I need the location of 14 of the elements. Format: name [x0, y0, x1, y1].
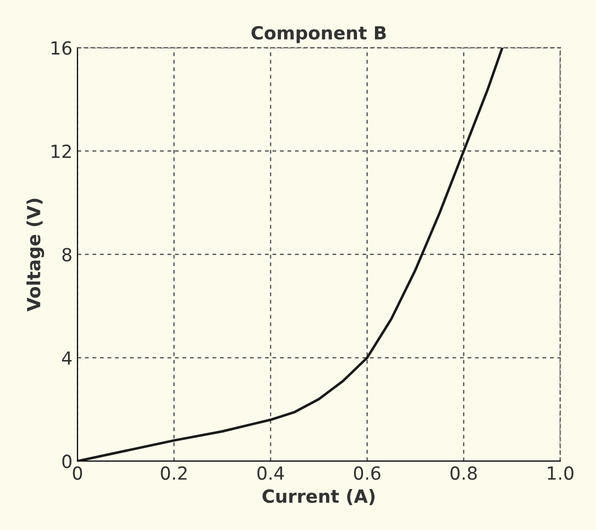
y-tick-label: 8 — [62, 248, 72, 262]
y-tick-label: 0 — [62, 454, 72, 468]
x-axis-title: Current (A) — [262, 489, 375, 506]
x-tick-label: 0.6 — [354, 466, 380, 480]
x-tick-label: 0.2 — [160, 466, 187, 480]
y-tick-label: 4 — [62, 351, 72, 365]
y-axis-title: Voltage (V) — [26, 198, 44, 312]
chart-title: Component B — [252, 26, 386, 44]
x-tick-label: 0.4 — [257, 466, 284, 480]
x-tick-label: 0 — [72, 466, 82, 480]
x-tick-label: 0.8 — [450, 466, 477, 480]
y-tick-label: 12 — [52, 144, 71, 158]
y-tick-label: 16 — [52, 41, 72, 55]
x-tick-label: 1.0 — [548, 466, 574, 480]
